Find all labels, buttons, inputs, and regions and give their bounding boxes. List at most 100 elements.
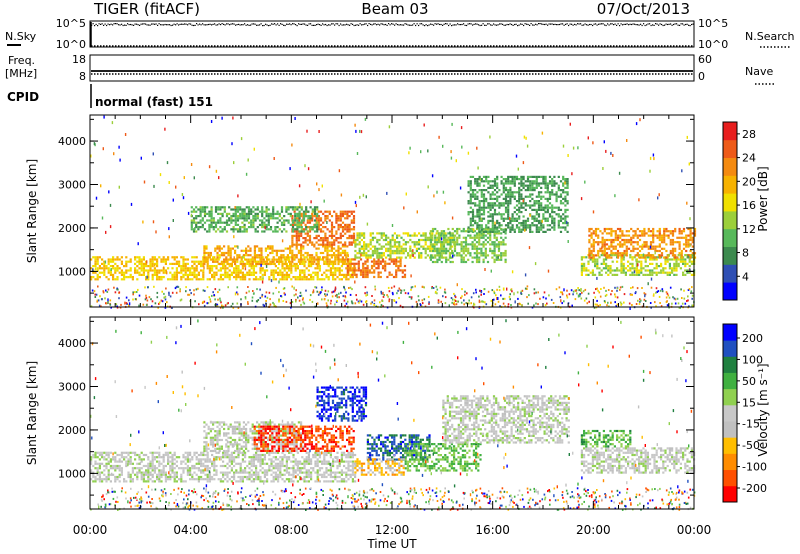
power-cell <box>535 180 538 183</box>
power-cell <box>484 301 486 304</box>
nsky-point <box>638 24 640 26</box>
power-cell <box>103 262 106 265</box>
power-cell <box>493 224 497 227</box>
power-cell <box>94 265 97 268</box>
power-cell <box>240 258 243 261</box>
power-cell <box>210 215 213 218</box>
power-cell <box>218 247 221 250</box>
power-cell <box>629 273 632 276</box>
nsky-point <box>443 23 445 25</box>
power-cell <box>570 289 573 292</box>
power-cell <box>524 195 527 198</box>
power-cell <box>442 241 445 244</box>
power-cell <box>186 273 189 276</box>
power-cell <box>562 226 565 229</box>
power-cell <box>258 256 261 259</box>
power-cell <box>322 239 325 242</box>
power-cell <box>300 251 303 255</box>
nsky-point <box>152 23 154 25</box>
power-cell <box>359 269 363 272</box>
power-cell <box>186 262 189 265</box>
power-cell <box>316 226 319 229</box>
power-cell <box>487 211 490 214</box>
power-cell <box>566 224 569 227</box>
power-cell <box>587 273 590 276</box>
power-cell <box>594 296 597 299</box>
power-cell <box>621 256 624 259</box>
power-cell <box>97 299 100 302</box>
power-cell <box>445 260 448 264</box>
power-cell <box>685 245 688 248</box>
power-cell <box>248 269 251 272</box>
power-cell <box>340 269 343 272</box>
power-cell <box>622 267 625 270</box>
power-cell <box>654 301 656 304</box>
power-cell <box>502 189 505 192</box>
power-cell <box>237 265 240 268</box>
power-cell <box>504 186 508 189</box>
power-cell <box>265 300 267 302</box>
nsky-point <box>143 23 145 25</box>
power-cell <box>537 215 541 218</box>
nsky-point <box>98 23 100 25</box>
power-cell <box>232 228 235 231</box>
power-cell <box>219 221 222 224</box>
power-cell <box>90 267 93 270</box>
power-cell <box>486 232 490 235</box>
nsky-point <box>598 23 600 25</box>
power-cell <box>363 252 366 255</box>
power-cell <box>341 234 345 237</box>
power-cell <box>333 254 336 257</box>
power-cell <box>542 224 545 227</box>
power-cell <box>487 175 490 178</box>
power-cell <box>295 230 298 233</box>
power-cell <box>271 247 274 250</box>
power-cell <box>264 247 267 250</box>
power-cell <box>392 275 396 279</box>
power-cell <box>365 294 367 297</box>
power-cell <box>356 298 358 301</box>
power-cell <box>105 267 108 270</box>
power-cell <box>393 232 396 235</box>
power-cell <box>347 262 350 265</box>
power-cell <box>487 202 490 205</box>
power-cell <box>502 184 505 187</box>
power-cell <box>497 232 501 235</box>
power-cell <box>323 262 326 265</box>
power-cell <box>355 273 358 276</box>
power-cell <box>338 292 340 295</box>
power-cell <box>438 252 441 255</box>
power-cell <box>557 222 560 225</box>
power-cell <box>500 254 503 257</box>
nsky-point <box>196 23 198 25</box>
power-cell <box>278 298 280 301</box>
power-cell <box>103 273 106 276</box>
power-cell <box>550 298 553 301</box>
power-cell <box>454 294 456 297</box>
power-cell <box>275 258 278 261</box>
power-cell <box>520 182 523 185</box>
power-cell <box>134 269 137 272</box>
power-cell <box>399 289 402 292</box>
nsky-point <box>487 23 489 25</box>
power-cell <box>521 304 523 308</box>
power-cell <box>145 294 147 297</box>
nsky-point <box>533 24 535 26</box>
power-cell <box>300 206 303 209</box>
power-cell <box>444 232 447 235</box>
power-cell <box>498 226 501 229</box>
power-cell <box>229 251 232 255</box>
power-cell <box>271 260 274 263</box>
power-cell <box>274 217 277 220</box>
power-cell <box>202 276 205 279</box>
power-cell <box>230 273 233 276</box>
power-cell <box>343 273 346 276</box>
power-cell <box>345 291 347 294</box>
power-cell <box>509 298 511 301</box>
power-cell <box>603 247 606 250</box>
power-cell <box>542 206 545 209</box>
power-cell <box>338 296 340 299</box>
power-cell <box>305 278 308 281</box>
nsky-point <box>215 24 217 26</box>
power-cell <box>638 271 641 274</box>
